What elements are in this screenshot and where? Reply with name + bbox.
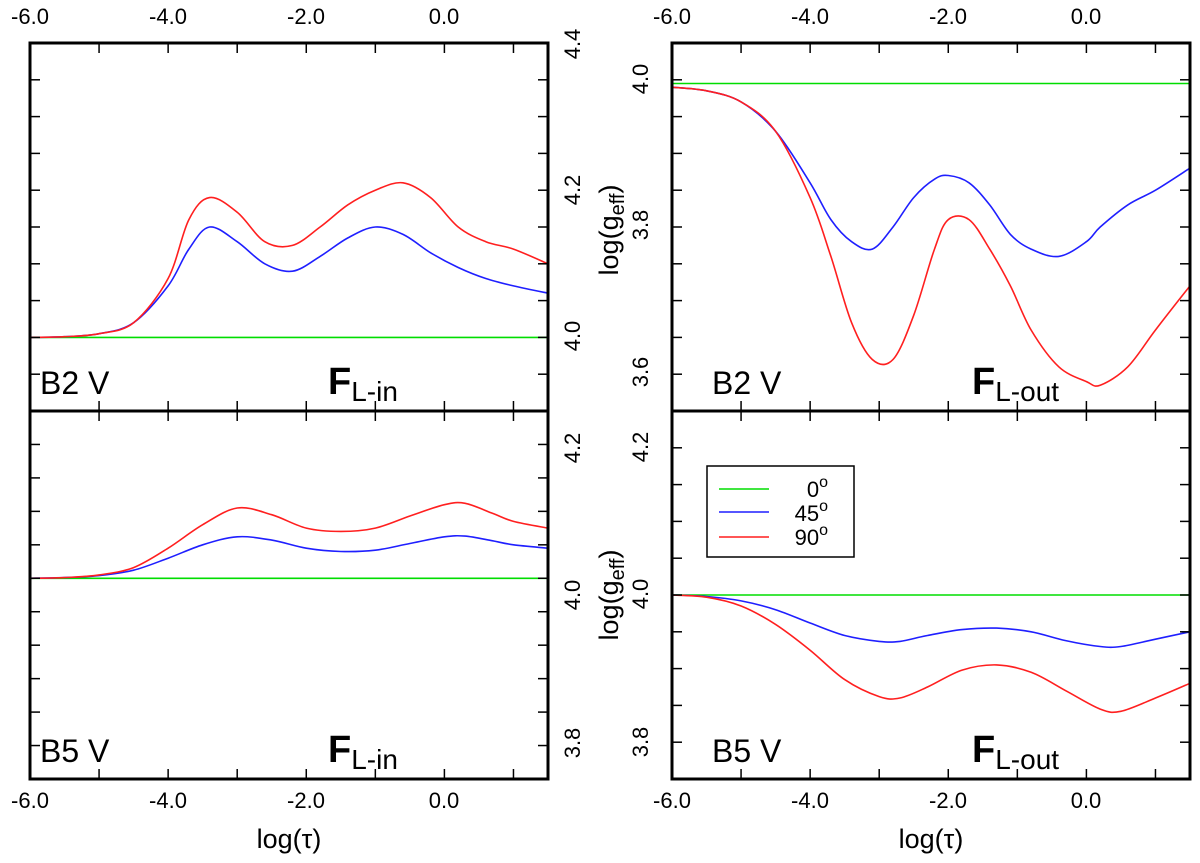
flux-F: F <box>328 729 351 771</box>
panel-b2v-l-out: B2 V FL-out <box>671 43 1191 411</box>
y-tick-label: 3.6 <box>628 357 653 388</box>
legend-label-90deg: 90o <box>795 522 828 550</box>
curves-b2v-l-out <box>671 82 1191 387</box>
y-tick-label: 3.8 <box>628 727 653 758</box>
legend-label-0deg: 0o <box>807 474 828 502</box>
y-tick-label: 3.8 <box>628 210 653 241</box>
curves-b5v-l-out <box>671 594 1191 714</box>
flux-F: F <box>972 729 995 771</box>
legend: 0o 45o 90o <box>706 465 855 558</box>
flux-F: F <box>972 361 995 403</box>
flux-label: FL-out <box>972 361 1059 407</box>
ticks-b5v-l-in <box>29 411 548 779</box>
star-label: B2 V <box>40 365 110 401</box>
flux-F: F <box>328 361 351 403</box>
panel-b2v-l-in: B2 V FL-in <box>29 43 549 411</box>
x-tick-label-bottom: 0.0 <box>1071 788 1102 813</box>
x-tick-label-top: -2.0 <box>287 4 325 29</box>
y-tick-label: 4.2 <box>628 432 653 463</box>
x-tick-label-bottom: -6.0 <box>11 788 49 813</box>
right-column: B2 V FL-out B5 V FL-out 0o 45o 90o -6.0 … <box>594 4 1192 854</box>
ticks-b5v-l-out <box>671 411 1190 779</box>
flux-subscript: L-out <box>995 376 1059 407</box>
y-axis-title-top: log(geff) <box>594 185 629 276</box>
ticks-b2v-l-out <box>671 43 1190 411</box>
x-tick-label-bottom: -4.0 <box>149 788 187 813</box>
legend-label-45deg: 45o <box>795 498 828 526</box>
y-tick-label: 3.8 <box>560 728 585 759</box>
star-label: B5 V <box>40 733 110 769</box>
panel-b5v-l-out: B5 V FL-out 0o 45o 90o <box>671 411 1191 779</box>
y-tick-label: 4.0 <box>628 64 653 95</box>
star-label: B5 V <box>712 733 782 769</box>
x-tick-label-top: 0.0 <box>1071 4 1102 29</box>
star-label: B2 V <box>712 365 782 401</box>
x-axis-title: log(τ) <box>899 824 964 854</box>
y-tick-label: 4.0 <box>560 321 585 352</box>
x-tick-label-top: -6.0 <box>11 4 49 29</box>
x-tick-label-bottom: -2.0 <box>287 788 325 813</box>
x-axis-title: log(τ) <box>257 824 322 854</box>
curves-b5v-l-in <box>29 501 549 580</box>
y-tick-label: 4.2 <box>560 175 585 206</box>
x-tick-label-bottom: -2.0 <box>929 788 967 813</box>
series-line-red <box>29 181 549 339</box>
series-line-blue <box>671 86 1191 258</box>
series-line-red <box>29 501 549 580</box>
series-line-red <box>671 594 1191 714</box>
series-line-blue <box>671 594 1191 649</box>
x-tick-label-top: -4.0 <box>149 4 187 29</box>
flux-subscript: L-in <box>351 376 398 407</box>
flux-subscript: L-out <box>995 744 1059 775</box>
y-tick-label: 4.0 <box>628 579 653 610</box>
y-tick-label: 4.0 <box>560 580 585 611</box>
flux-label: FL-in <box>328 729 398 775</box>
x-tick-label-top: -4.0 <box>791 4 829 29</box>
panel-b5v-l-in: B5 V FL-in <box>29 411 549 779</box>
series-line-blue <box>29 226 549 339</box>
y-tick-label: 4.2 <box>560 433 585 464</box>
flux-label: FL-in <box>328 361 398 407</box>
y-axis-title-bottom: log(geff) <box>594 550 629 641</box>
x-tick-label-top: 0.0 <box>429 4 460 29</box>
curves-b2v-l-in <box>29 181 549 339</box>
flux-subscript: L-in <box>351 744 398 775</box>
ticks-b2v-l-in <box>29 43 548 411</box>
x-tick-label-bottom: 0.0 <box>429 788 460 813</box>
x-tick-label-bottom: -6.0 <box>653 788 691 813</box>
series-line-blue <box>29 534 549 580</box>
x-tick-label-bottom: -4.0 <box>791 788 829 813</box>
series-line-red <box>671 86 1191 387</box>
y-tick-label: 4.4 <box>560 29 585 60</box>
left-column: B2 V FL-in B5 V FL-in -6.0 -4.0 -2.0 0.0… <box>11 4 585 854</box>
x-tick-label-top: -6.0 <box>653 4 691 29</box>
flux-label: FL-out <box>972 729 1059 775</box>
x-tick-label-top: -2.0 <box>929 4 967 29</box>
